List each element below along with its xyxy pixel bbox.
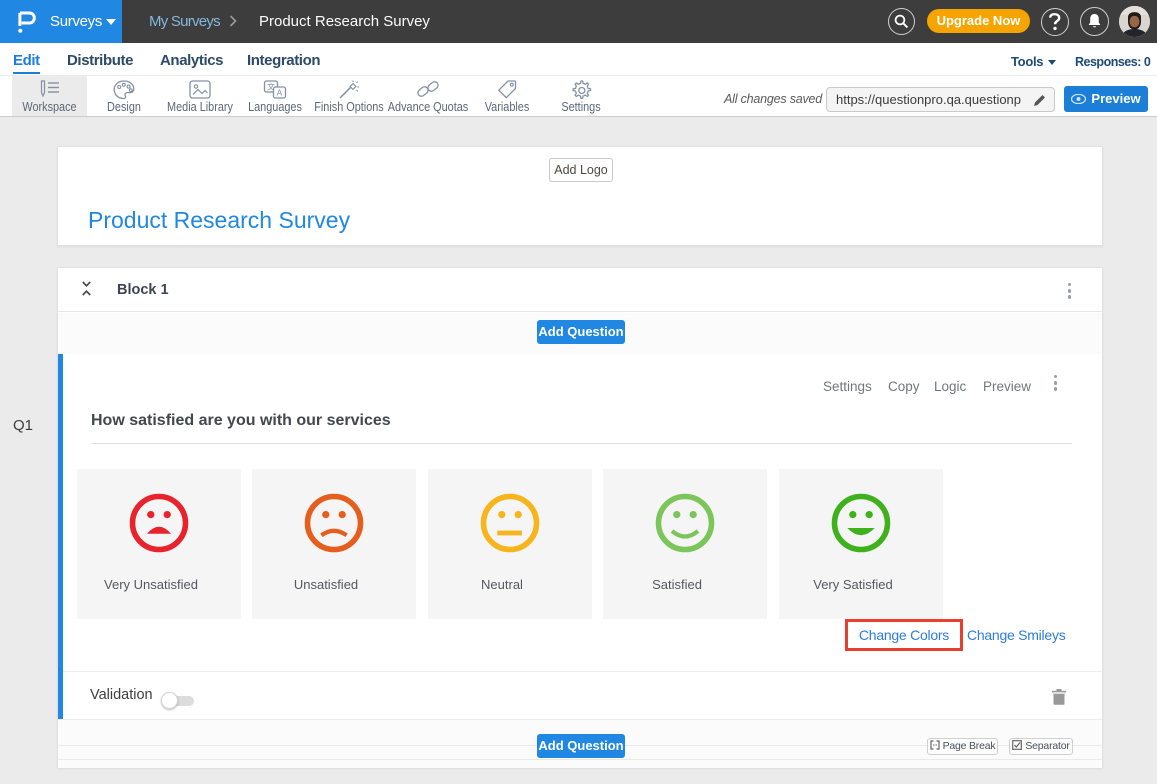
- svg-text:文: 文: [267, 82, 275, 92]
- svg-text:A: A: [277, 88, 283, 98]
